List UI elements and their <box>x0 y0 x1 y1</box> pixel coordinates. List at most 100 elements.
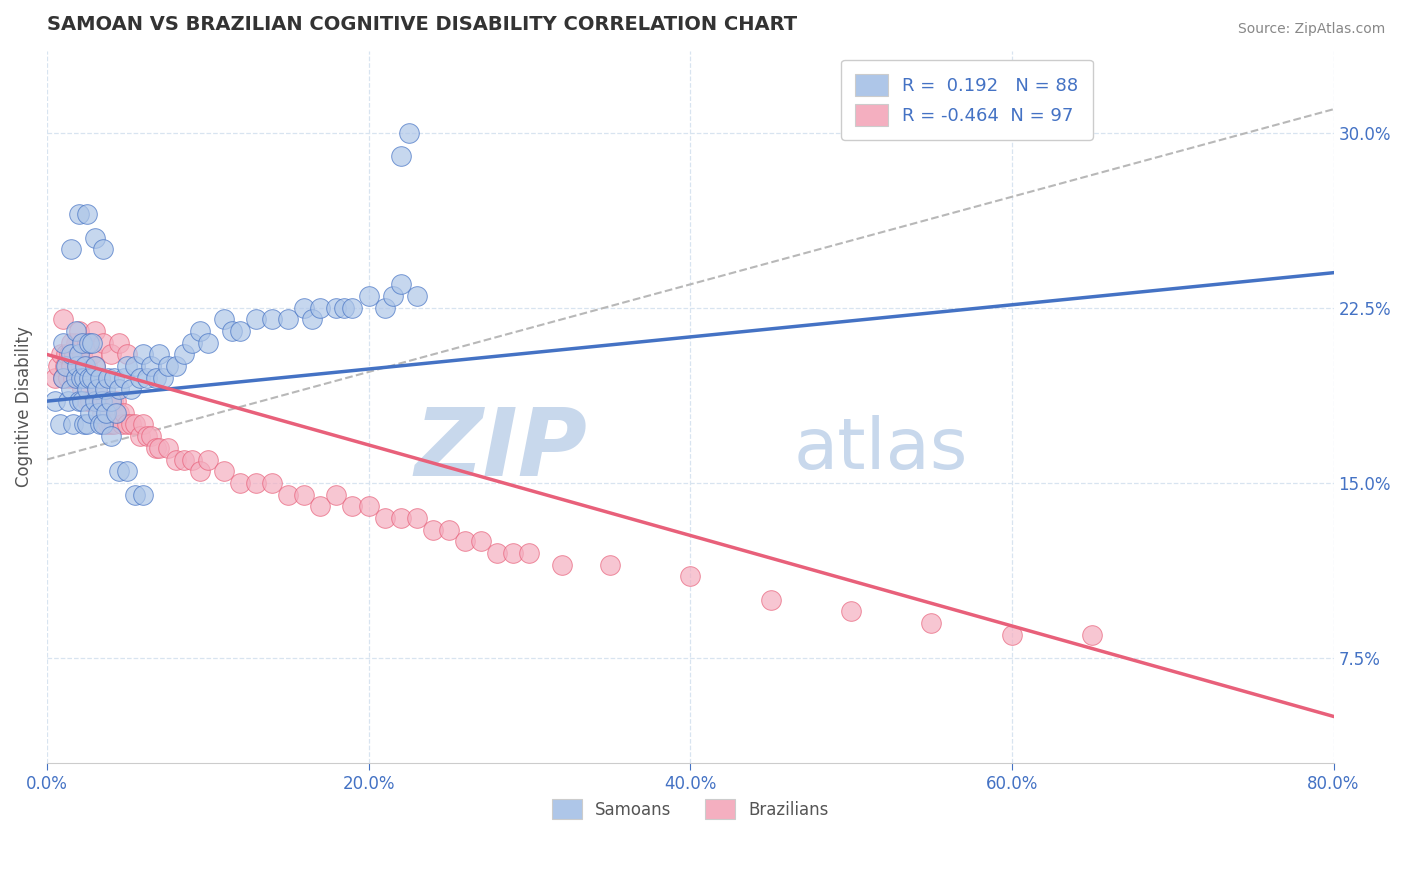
Point <box>405 511 427 525</box>
Point <box>72 383 94 397</box>
Point <box>108 464 131 478</box>
Point <box>100 417 122 432</box>
Point <box>58 347 80 361</box>
Point <box>100 429 122 443</box>
Point <box>44 394 66 409</box>
Point <box>56 371 79 385</box>
Point <box>599 558 621 572</box>
Point <box>148 347 170 361</box>
Point <box>105 406 128 420</box>
Point <box>309 500 332 514</box>
Point <box>100 394 122 409</box>
Point <box>129 429 152 443</box>
Point <box>105 394 128 409</box>
Point <box>342 301 364 315</box>
Point <box>80 371 103 385</box>
Point <box>374 301 396 315</box>
Point <box>173 347 195 361</box>
Point <box>80 335 103 350</box>
Point <box>56 394 79 409</box>
Point <box>91 394 114 409</box>
Point <box>188 324 211 338</box>
Point <box>65 335 87 350</box>
Point <box>277 312 299 326</box>
Point <box>84 394 107 409</box>
Point <box>117 417 139 432</box>
Point <box>112 371 135 385</box>
Point <box>69 371 91 385</box>
Point <box>86 383 108 397</box>
Point <box>84 394 107 409</box>
Point <box>398 126 420 140</box>
Point <box>229 324 252 338</box>
Point <box>486 546 509 560</box>
Point <box>60 347 83 361</box>
Point <box>381 289 404 303</box>
Point <box>120 383 142 397</box>
Point <box>188 464 211 478</box>
Point <box>112 406 135 420</box>
Point <box>389 149 412 163</box>
Point <box>72 347 94 361</box>
Point <box>165 452 187 467</box>
Point <box>135 371 157 385</box>
Point <box>91 335 114 350</box>
Point <box>374 511 396 525</box>
Point <box>180 452 202 467</box>
Point <box>405 289 427 303</box>
Point <box>357 500 380 514</box>
Point <box>108 335 131 350</box>
Point <box>60 383 83 397</box>
Point <box>389 277 412 292</box>
Point <box>502 546 524 560</box>
Text: ZIP: ZIP <box>415 404 588 496</box>
Point <box>79 394 101 409</box>
Point <box>62 371 84 385</box>
Y-axis label: Cognitive Disability: Cognitive Disability <box>15 326 32 487</box>
Point <box>550 558 572 572</box>
Point <box>67 347 90 361</box>
Point <box>197 335 219 350</box>
Point <box>97 371 120 385</box>
Point <box>124 487 146 501</box>
Point <box>52 335 75 350</box>
Point <box>117 347 139 361</box>
Point <box>80 347 103 361</box>
Point <box>84 324 107 338</box>
Point <box>89 371 111 385</box>
Point <box>342 500 364 514</box>
Point <box>90 394 112 409</box>
Point <box>156 359 179 373</box>
Point <box>212 464 235 478</box>
Point <box>132 347 155 361</box>
Point <box>759 592 782 607</box>
Point <box>117 464 139 478</box>
Text: Source: ZipAtlas.com: Source: ZipAtlas.com <box>1237 22 1385 37</box>
Point <box>124 417 146 432</box>
Point <box>180 335 202 350</box>
Point <box>51 347 73 361</box>
Point <box>62 417 84 432</box>
Point <box>389 511 412 525</box>
Point <box>73 417 96 432</box>
Point <box>100 347 122 361</box>
Point <box>96 406 118 420</box>
Point <box>76 394 98 409</box>
Point <box>152 371 174 385</box>
Point <box>141 359 163 373</box>
Point <box>135 429 157 443</box>
Point <box>141 429 163 443</box>
Point <box>245 475 267 490</box>
Point <box>76 335 98 350</box>
Point <box>84 230 107 244</box>
Point <box>60 335 83 350</box>
Point <box>277 487 299 501</box>
Point <box>839 604 862 618</box>
Point <box>77 371 100 385</box>
Point <box>69 359 91 373</box>
Point <box>301 312 323 326</box>
Point <box>84 359 107 373</box>
Point <box>87 394 110 409</box>
Point <box>108 383 131 397</box>
Point <box>55 347 77 361</box>
